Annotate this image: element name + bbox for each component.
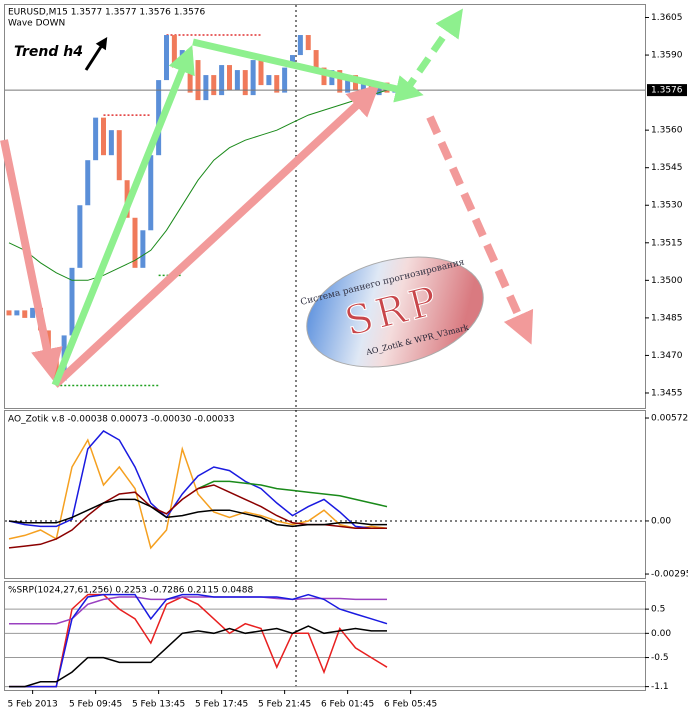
series-line <box>9 625 387 688</box>
y-tick-label: 1.3605 <box>651 13 683 23</box>
arrow <box>0 139 63 381</box>
candle <box>313 50 319 68</box>
x-tick-label: 5 Feb 17:45 <box>195 700 248 710</box>
x-tick-label: 6 Feb 01:45 <box>321 700 374 710</box>
candle <box>234 70 240 91</box>
logo-ellipse <box>306 256 484 368</box>
x-tick-label: 5 Feb 13:45 <box>132 700 185 710</box>
series-line <box>9 593 388 688</box>
candle <box>203 75 209 101</box>
y-tick-label: 0.5 <box>651 605 665 615</box>
candle <box>69 267 75 336</box>
srp-panel <box>4 581 646 691</box>
arrow <box>52 84 380 388</box>
y-tick-label: 1.3515 <box>651 238 683 248</box>
candle <box>242 70 248 96</box>
main-panel <box>4 4 646 409</box>
candle <box>22 310 28 318</box>
ao-panel <box>4 410 646 579</box>
x-tick-label: 6 Feb 05:45 <box>384 700 437 710</box>
candle <box>219 65 225 96</box>
y-tick-label: -0.5 <box>651 653 669 663</box>
current-price-label: 1.3576 <box>651 86 683 96</box>
arrow <box>402 8 463 94</box>
panel-title: AO_Zotik v.8 -0.00038 0.00073 -0.00030 -… <box>8 415 235 425</box>
candle <box>266 75 272 86</box>
x-tick-label: 5 Feb 21:45 <box>258 700 311 710</box>
candle <box>250 60 256 96</box>
y-tick-label: 1.3485 <box>651 313 683 323</box>
candle <box>108 130 114 156</box>
series-line <box>9 593 388 688</box>
y-tick-label: 1.3500 <box>651 276 683 286</box>
arrow <box>51 45 195 387</box>
chart-subtitle: Wave DOWN <box>8 19 65 29</box>
candle <box>171 35 177 68</box>
y-tick-label: 1.3545 <box>651 163 683 173</box>
candle <box>93 117 99 161</box>
x-tick-label: 5 Feb 2013 <box>7 700 57 710</box>
y-tick-label: 1.3560 <box>651 126 683 136</box>
y-tick-label: 0.00 <box>651 516 671 526</box>
candle <box>258 60 264 86</box>
candle <box>140 230 146 268</box>
candle <box>282 67 288 93</box>
candle <box>6 310 12 316</box>
candle <box>321 67 327 86</box>
y-tick-label: 0.00572 <box>651 414 688 424</box>
y-tick-label: -1.1 <box>651 682 669 692</box>
candle <box>187 50 193 93</box>
y-tick-label: 1.3530 <box>651 201 683 211</box>
arrow <box>192 38 424 103</box>
series-line <box>8 498 387 528</box>
y-tick-label: 0.00 <box>651 629 671 639</box>
annotation: Trend h4 <box>14 44 83 60</box>
candle <box>274 75 280 93</box>
panel-title: %SRP(1024,27,61,256) 0.2253 -0.7286 0.21… <box>8 586 253 596</box>
forecast-arrows <box>0 8 534 388</box>
candle <box>148 155 154 231</box>
x-tick-label: 5 Feb 09:45 <box>69 700 122 710</box>
candle <box>164 35 169 81</box>
arrow <box>84 36 108 71</box>
series-line <box>8 438 388 550</box>
y-tick-label: 1.3470 <box>651 351 683 361</box>
candle <box>85 160 91 206</box>
candle <box>337 70 343 93</box>
current-price-box <box>647 84 687 97</box>
candle <box>156 80 162 156</box>
panel-frames <box>4 4 646 691</box>
candle <box>14 310 20 316</box>
y-tick-label: 1.3455 <box>651 388 683 398</box>
candle <box>77 205 83 268</box>
candle <box>305 35 311 51</box>
y-tick-label: -0.00295 <box>651 570 688 580</box>
series-line <box>8 430 387 529</box>
candle <box>101 117 106 156</box>
series-line <box>197 480 388 508</box>
series-line <box>8 89 388 281</box>
candle <box>290 55 295 68</box>
candle <box>211 75 217 96</box>
candle <box>30 307 36 318</box>
candle <box>297 35 303 56</box>
arrow <box>426 115 534 345</box>
y-tick-label: 1.3590 <box>651 51 683 61</box>
candle <box>195 60 201 101</box>
candle <box>345 75 351 93</box>
candle <box>227 65 232 91</box>
chart-title: EURUSD,M15 1.3577 1.3577 1.3576 1.3576 <box>8 8 206 18</box>
candle <box>116 130 122 181</box>
candle <box>132 217 138 268</box>
